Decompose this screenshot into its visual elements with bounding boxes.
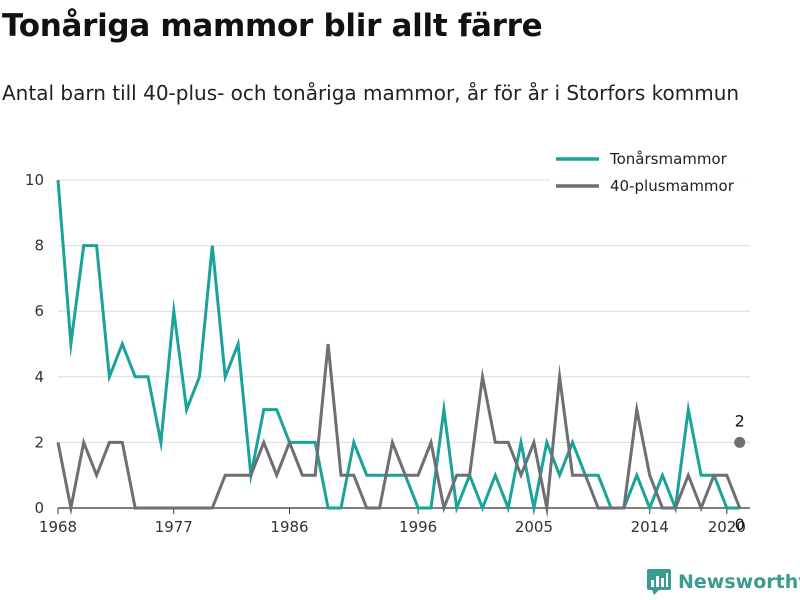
x-tick-label: 2020: [708, 518, 746, 536]
end-value-label: 2: [735, 411, 745, 430]
chart-subtitle: Antal barn till 40-plus- och tonåriga ma…: [2, 81, 740, 105]
x-tick-label: 1986: [270, 518, 308, 536]
y-tick-label: 8: [34, 237, 44, 255]
legend: Tonårsmammor 40-plusmammor: [550, 146, 765, 204]
y-tick-label: 4: [34, 368, 44, 386]
legend-background: [550, 146, 765, 204]
x-tick-label: 2014: [631, 518, 669, 536]
y-tick-label: 0: [34, 499, 44, 517]
end-value-label: 0: [735, 515, 745, 534]
y-tick-label: 6: [34, 302, 44, 320]
series-lines: [56, 179, 742, 519]
x-tick-label: 2005: [515, 518, 553, 536]
legend-label: 40-plusmammor: [610, 177, 735, 195]
end-labels: 20: [734, 411, 746, 534]
y-tick-label: 2: [34, 433, 44, 451]
x-tick-label: 1968: [39, 518, 77, 536]
newsworthy-brand: Newsworthy: [646, 568, 800, 596]
chart-title: Tonåriga mammor blir allt färre: [2, 8, 543, 44]
x-tick-label: 1996: [399, 518, 437, 536]
x-tick-label: 1977: [155, 518, 193, 536]
brand-name: Newsworthy: [678, 571, 800, 593]
x-axis: 1968 1977 1986 1996 2005 2014 2020: [39, 508, 746, 536]
end-point-marker: [734, 436, 746, 448]
y-tick-label: 10: [25, 171, 44, 189]
legend-label: Tonårsmammor: [609, 150, 728, 168]
series-line-1: [56, 343, 742, 519]
y-axis-ticks: 0 2 4 6 8 10: [25, 171, 44, 517]
newsworthy-logo-icon: [647, 569, 671, 595]
